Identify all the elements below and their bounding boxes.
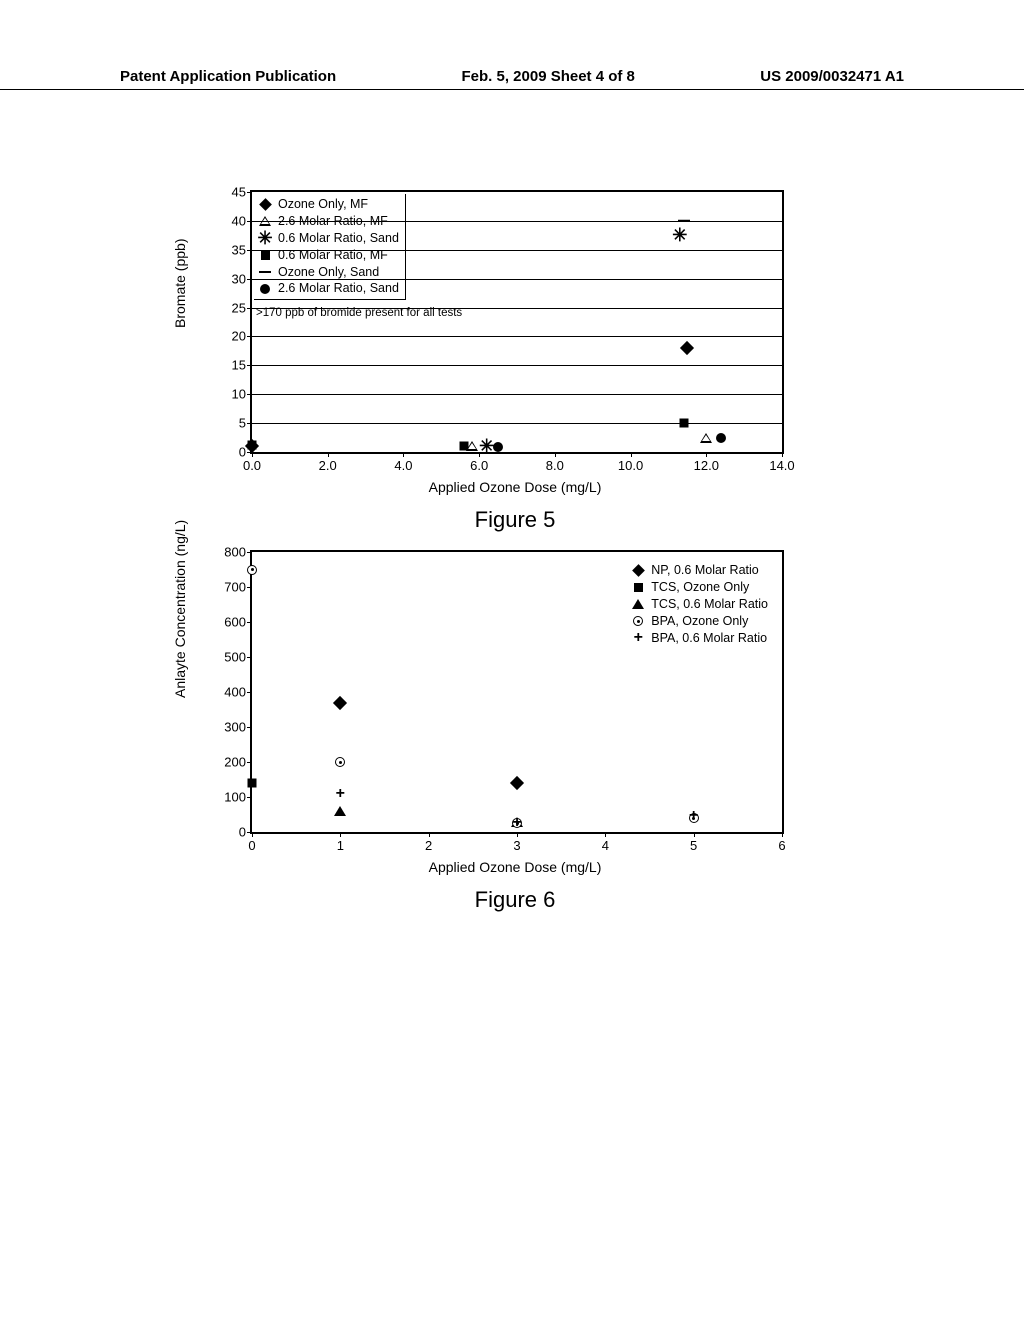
data-point — [248, 441, 257, 450]
data-point — [247, 565, 257, 575]
data-point — [700, 433, 712, 443]
data-point — [335, 757, 345, 767]
data-point — [335, 698, 345, 708]
figure-5-annotation: >170 ppb of bromide present for all test… — [256, 307, 462, 319]
gridline — [252, 308, 782, 309]
legend-item: BPA, Ozone Only — [631, 613, 768, 630]
figure-6-plot-area: NP, 0.6 Molar RatioTCS, Ozone OnlyTCS, 0… — [250, 550, 784, 834]
data-point — [679, 419, 688, 428]
data-point — [682, 343, 692, 353]
figure-5-xlabel: Applied Ozone Dose (mg/L) — [250, 479, 780, 495]
data-point — [460, 442, 469, 451]
legend-item: ✳0.6 Molar Ratio, Sand — [258, 230, 399, 247]
gridline — [252, 423, 782, 424]
data-point — [493, 442, 503, 452]
gridline — [252, 365, 782, 366]
header-right: US 2009/0032471 A1 — [760, 68, 904, 85]
legend-item: 2.6 Molar Ratio, Sand — [258, 280, 399, 297]
legend-item: Ozone Only, MF — [258, 196, 399, 213]
page-header: Patent Application Publication Feb. 5, 2… — [0, 68, 1024, 90]
legend-item: +BPA, 0.6 Molar Ratio — [631, 630, 768, 647]
figure-6-chart: Anlayte Concentration (ng/L) NP, 0.6 Mol… — [200, 550, 760, 913]
data-point — [248, 779, 257, 788]
figure-6-xlabel: Applied Ozone Dose (mg/L) — [250, 859, 780, 875]
data-point — [512, 778, 522, 788]
gridline — [252, 336, 782, 337]
figure-5-title: Figure 5 — [250, 507, 780, 533]
data-point — [716, 433, 726, 443]
gridline — [252, 250, 782, 251]
header-center: Feb. 5, 2009 Sheet 4 of 8 — [461, 68, 634, 85]
figure-5-legend: Ozone Only, MF2.6 Molar Ratio, MF✳0.6 Mo… — [254, 194, 406, 300]
figure-5-plot-area: Ozone Only, MF2.6 Molar Ratio, MF✳0.6 Mo… — [250, 190, 784, 454]
figure-6-legend: NP, 0.6 Molar RatioTCS, Ozone OnlyTCS, 0… — [629, 560, 770, 648]
header-left: Patent Application Publication — [120, 68, 336, 85]
figure-6-title: Figure 6 — [250, 887, 780, 913]
data-point — [334, 806, 346, 816]
gridline — [252, 279, 782, 280]
gridline — [252, 221, 782, 222]
data-point — [678, 220, 690, 223]
legend-item: TCS, Ozone Only — [631, 579, 768, 596]
gridline — [252, 394, 782, 395]
legend-item: TCS, 0.6 Molar Ratio — [631, 596, 768, 613]
figure-5-chart: Bromate (ppb) Ozone Only, MF2.6 Molar Ra… — [200, 190, 760, 533]
legend-item: NP, 0.6 Molar Ratio — [631, 562, 768, 579]
